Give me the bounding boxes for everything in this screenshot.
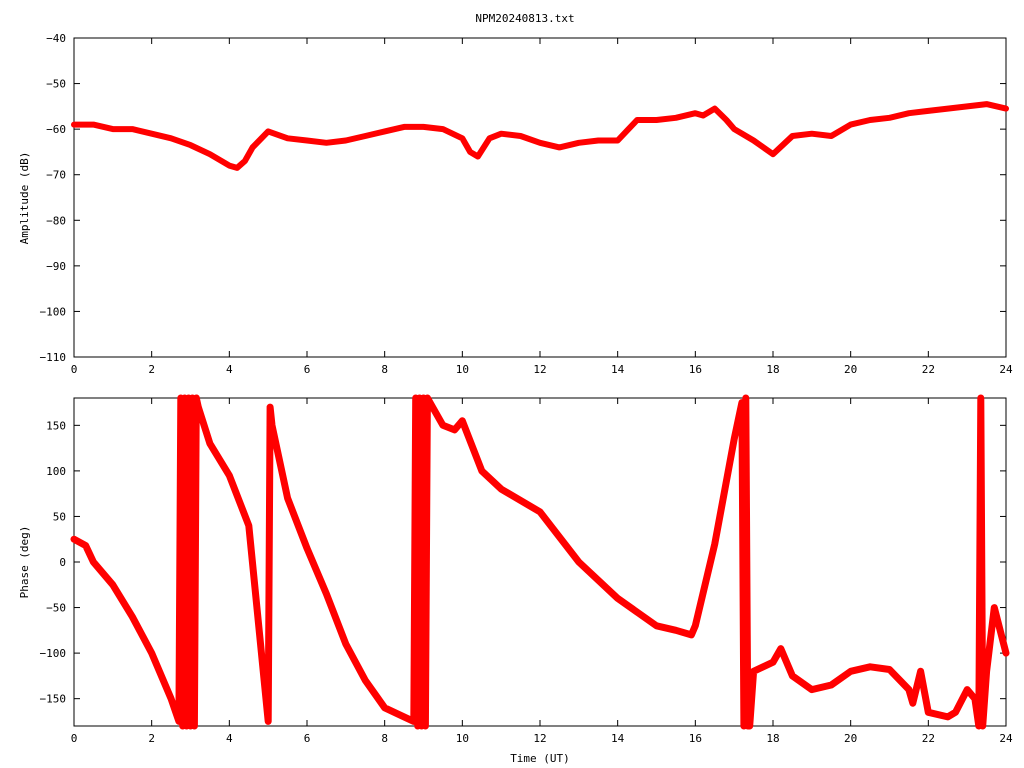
- amplitude-y-tick-label: −50: [46, 78, 66, 91]
- phase-x-tick-label: 24: [999, 732, 1013, 745]
- phase-y-tick-label: 50: [53, 510, 66, 523]
- phase-x-tick-label: 14: [611, 732, 625, 745]
- amplitude-plot-frame: [73, 37, 1007, 358]
- amplitude-y-tick-label: −40: [46, 32, 66, 45]
- amplitude-y-axis-label: Amplitude (dB): [18, 152, 31, 245]
- amplitude-x-tick-label: 0: [71, 363, 78, 376]
- phase-x-tick-label: 12: [533, 732, 546, 745]
- phase-x-tick-label: 4: [226, 732, 233, 745]
- phase-y-tick-label: 150: [46, 419, 66, 432]
- amplitude-y-tick-label: −80: [46, 214, 66, 227]
- amplitude-x-tick-label: 16: [689, 363, 702, 376]
- phase-y-tick-label: 100: [46, 465, 66, 478]
- phase-x-tick-label: 18: [766, 732, 779, 745]
- phase-x-tick-label: 0: [71, 732, 78, 745]
- amplitude-x-tick-label: 14: [611, 363, 625, 376]
- amplitude-x-tick-label: 6: [304, 363, 311, 376]
- amplitude-x-tick-label: 22: [922, 363, 935, 376]
- amplitude-y-tick-label: −110: [40, 351, 67, 364]
- x-axis-label: Time (UT): [510, 752, 570, 765]
- phase-y-tick-label: −150: [40, 693, 67, 706]
- amplitude-x-tick-label: 8: [381, 363, 388, 376]
- phase-x-tick-label: 2: [148, 732, 155, 745]
- phase-y-tick-label: −50: [46, 602, 66, 615]
- phase-x-tick-label: 22: [922, 732, 935, 745]
- amplitude-x-tick-label: 24: [999, 363, 1013, 376]
- amplitude-x-tick-label: 2: [148, 363, 155, 376]
- chart-title: NPM20240813.txt: [475, 12, 574, 25]
- phase-panel: 0 2 4 6 8 10 12 14 16 18 20 22 24150100500−50−100−15…: [40, 394, 1013, 745]
- amplitude-x-tick-label: 12: [533, 363, 546, 376]
- phase-y-tick-label: −100: [40, 647, 67, 660]
- phase-y-tick-label: 0: [59, 556, 66, 569]
- amplitude-y-tick-label: −100: [40, 305, 67, 318]
- amplitude-y-tick-label: −70: [46, 169, 66, 182]
- amplitude-series-line: [71, 101, 1009, 171]
- amplitude-x-tick-label: 4: [226, 363, 233, 376]
- amplitude-x-tick-label: 18: [766, 363, 779, 376]
- phase-x-tick-label: 6: [304, 732, 311, 745]
- phase-y-axis-label: Phase (deg): [18, 526, 31, 599]
- amplitude-y-tick-label: −90: [46, 260, 66, 273]
- amplitude-y-tick-label: −60: [46, 123, 66, 136]
- amplitude-panel: 0 2 4 6 8 10 12 14 16 18 20 22 24−40−50−60−70−80−90−…: [40, 32, 1013, 376]
- amplitude-x-tick-label: 20: [844, 363, 857, 376]
- phase-x-tick-label: 20: [844, 732, 857, 745]
- phase-x-tick-label: 8: [381, 732, 388, 745]
- amplitude-x-tick-label: 10: [456, 363, 469, 376]
- phase-series-line: [70, 394, 1010, 730]
- phase-x-tick-label: 10: [456, 732, 469, 745]
- phase-x-tick-label: 16: [689, 732, 702, 745]
